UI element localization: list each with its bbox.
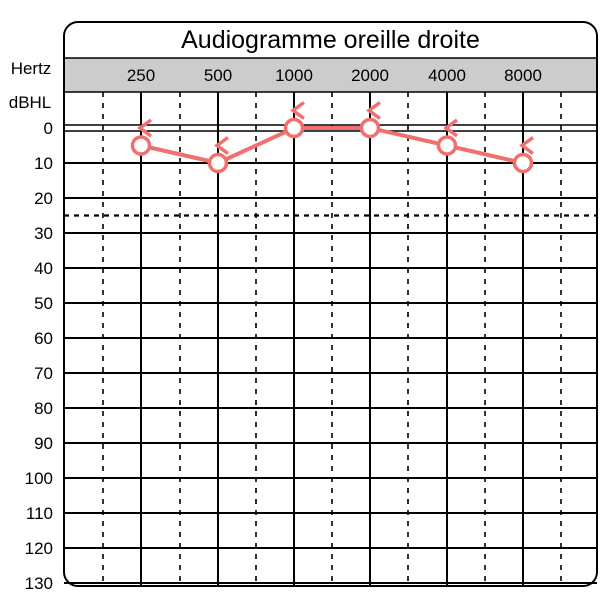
x-tick-label: 2000: [351, 66, 389, 85]
chart-title: Audiogramme oreille droite: [181, 26, 480, 54]
air-conduction-marker: [436, 135, 458, 156]
y-tick-label: 0: [44, 119, 53, 138]
bone-conduction-marker: [366, 101, 382, 120]
y-tick-label: 100: [25, 469, 53, 488]
bone-conduction-marker: [290, 101, 306, 120]
air-conduction-marker: [207, 152, 229, 174]
y-tick-label: 80: [34, 399, 53, 418]
y-axis-label: dBHL: [9, 93, 52, 112]
x-tick-label: 8000: [504, 66, 542, 85]
air-conduction-marker: [359, 117, 381, 139]
y-tick-label: 90: [34, 434, 53, 453]
y-tick-label: 20: [34, 189, 53, 208]
y-tick-label: 10: [34, 154, 53, 173]
bone-conduction-marker: [214, 136, 230, 155]
bone-conduction-marker: [137, 118, 153, 138]
y-tick-label: 120: [25, 539, 53, 558]
y-tick-label: 30: [34, 224, 53, 243]
air-conduction-line: [140, 126, 524, 165]
y-tick-label: 70: [34, 364, 53, 383]
frequency-header-band: [64, 58, 597, 92]
x-tick-label: 250: [127, 66, 155, 85]
y-tick-label: 50: [34, 294, 53, 313]
x-axis-label: Hertz: [11, 59, 52, 78]
bone-conduction-marker: [443, 118, 459, 138]
air-conduction-marker: [130, 135, 152, 156]
air-conduction-marker: [283, 117, 305, 139]
x-tick-label: 500: [204, 66, 232, 85]
x-tick-label: 1000: [275, 66, 313, 85]
y-tick-label: 40: [34, 259, 53, 278]
x-tick-label: 4000: [428, 66, 466, 85]
y-tick-label: 130: [25, 574, 53, 593]
bone-conduction-marker: [519, 136, 535, 155]
air-conduction-marker: [512, 152, 534, 174]
y-tick-label: 60: [34, 329, 53, 348]
y-tick-label: 110: [26, 504, 53, 523]
